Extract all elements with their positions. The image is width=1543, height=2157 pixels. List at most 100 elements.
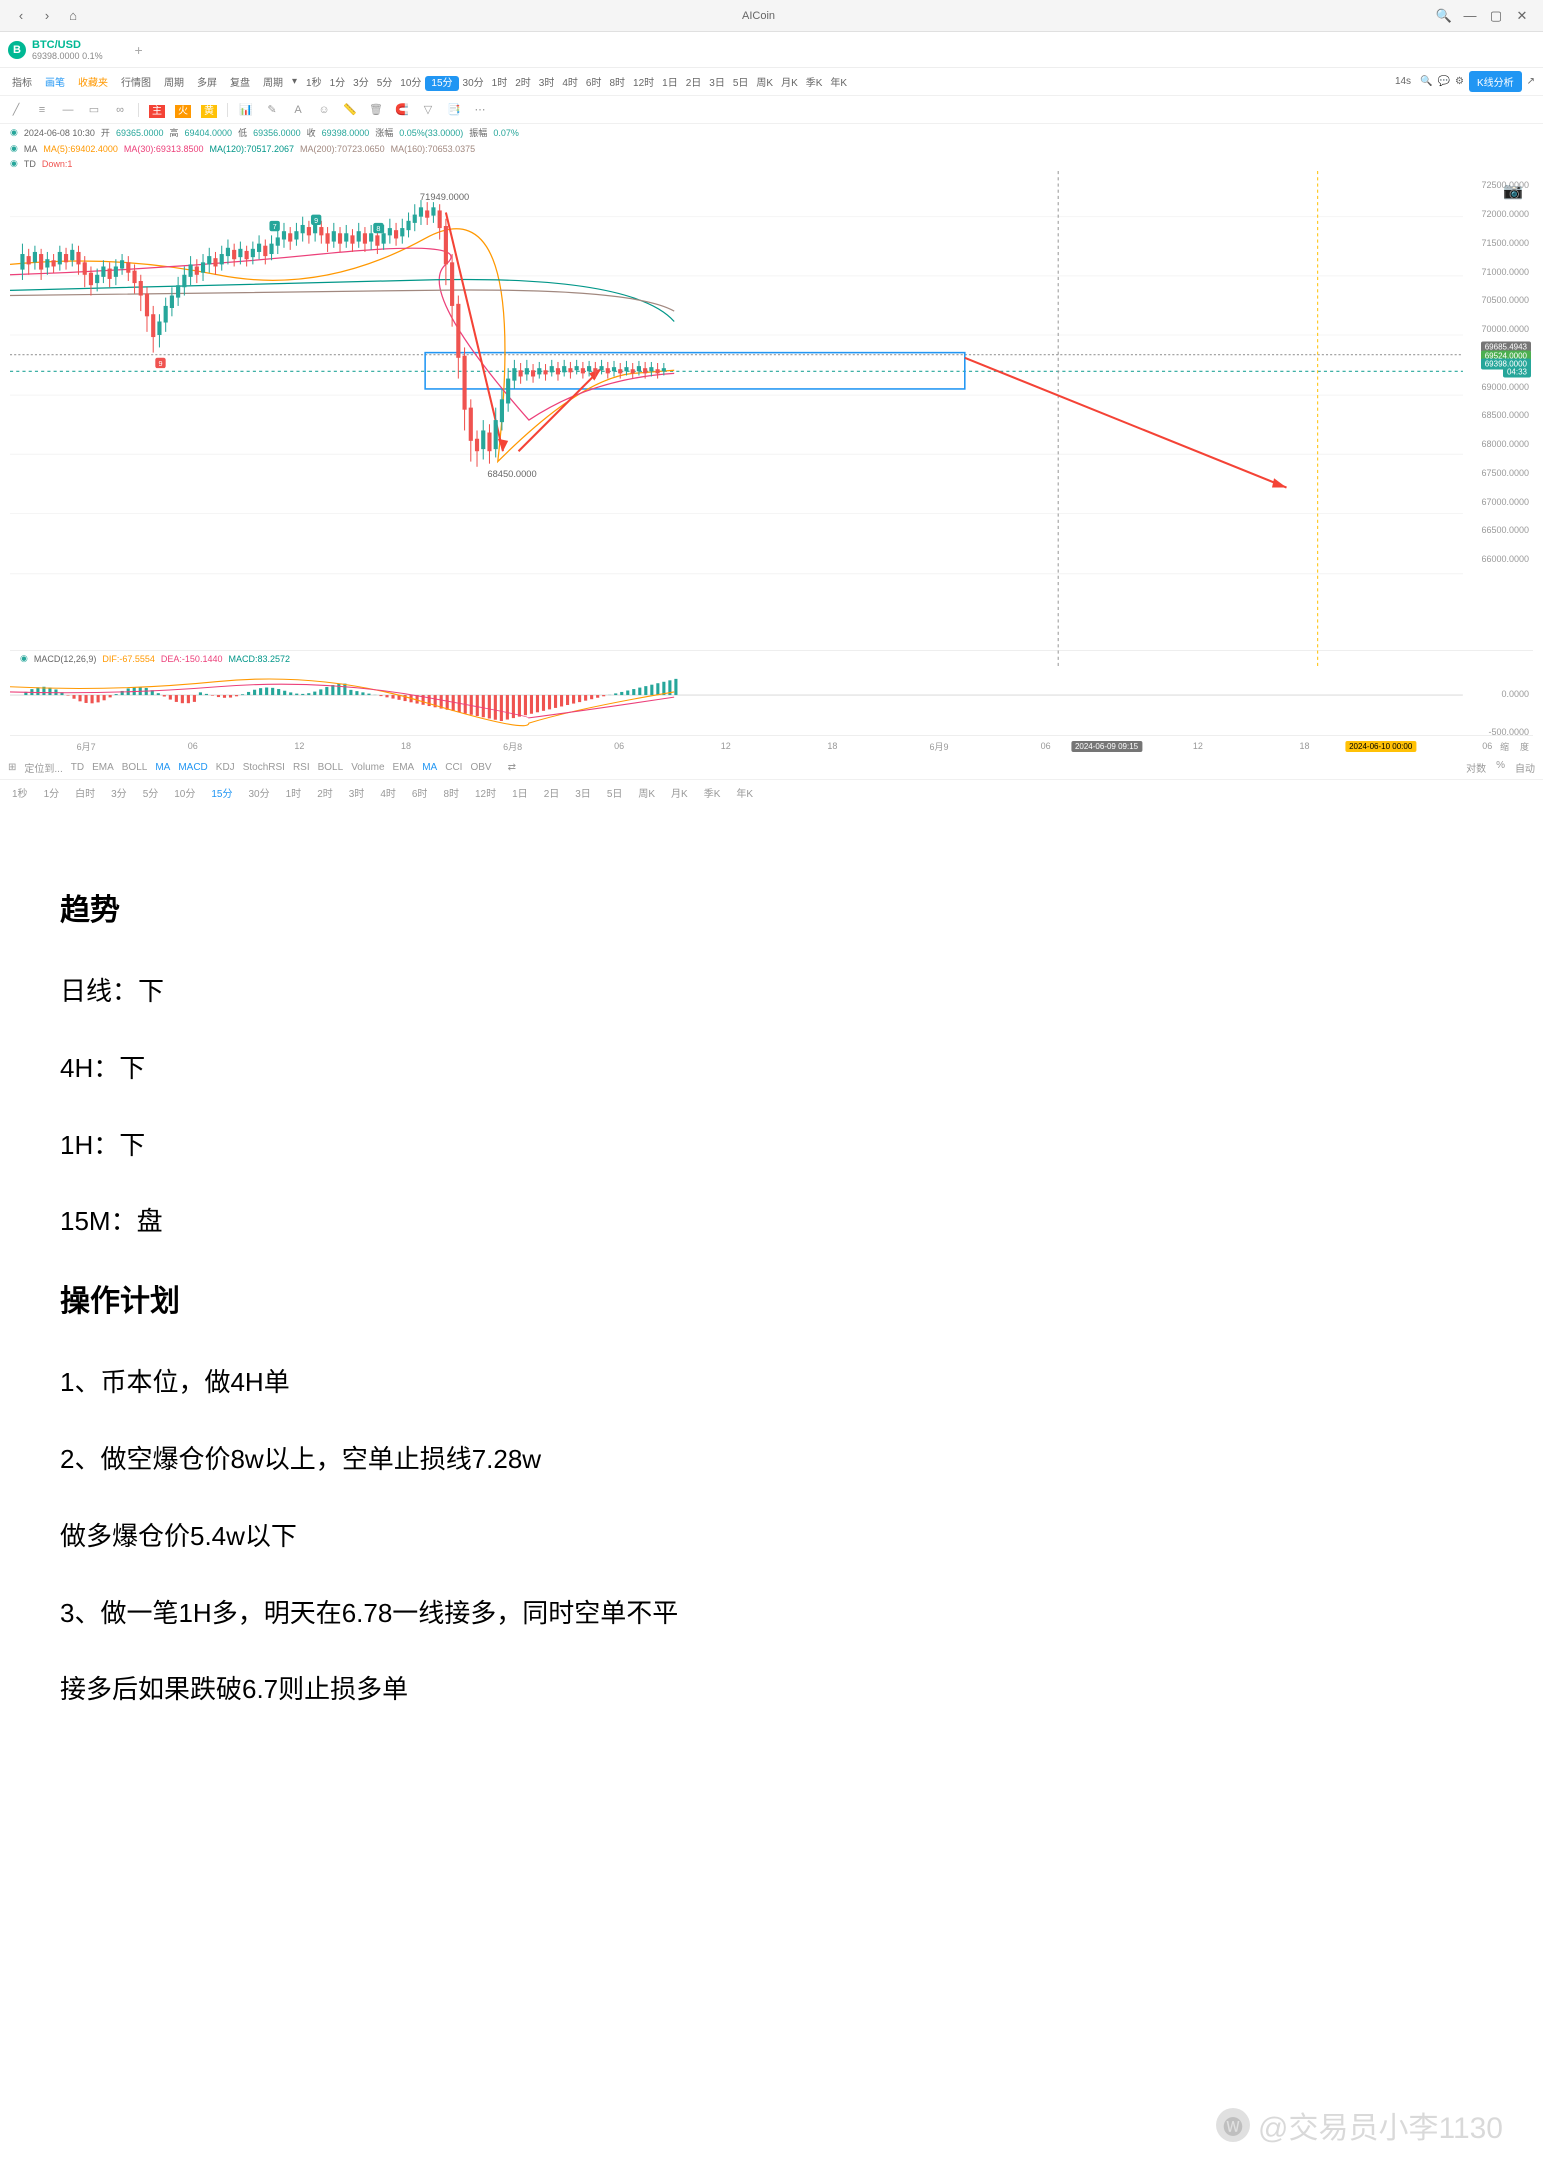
locate-button[interactable]: 定位到... [24, 760, 62, 775]
close-icon[interactable]: ✕ [1512, 6, 1532, 26]
text-tool-icon[interactable]: A [290, 102, 306, 118]
indicator-BOLL[interactable]: BOLL [122, 762, 148, 773]
timeframe-6时[interactable]: 6时 [582, 76, 606, 91]
timeframe-年K[interactable]: 年K [826, 76, 851, 91]
eye-icon[interactable]: ◉ [10, 127, 18, 138]
auto-scale[interactable]: 自动 [1515, 760, 1535, 775]
bottom-tf-1秒[interactable]: 1秒 [8, 783, 32, 802]
bottom-tf-6时[interactable]: 6时 [408, 783, 432, 802]
timeframe-周K[interactable]: 周K [752, 76, 777, 91]
bottom-tf-8时[interactable]: 8时 [439, 783, 463, 802]
home-icon[interactable]: ⌂ [63, 6, 83, 26]
timeframe-4时[interactable]: 4时 [558, 76, 582, 91]
bottom-tf-2日[interactable]: 2日 [540, 783, 564, 802]
share-icon[interactable]: ↗ [1527, 76, 1535, 87]
indicator-BOLL[interactable]: BOLL [318, 762, 344, 773]
indicator-CCI[interactable]: CCI [445, 762, 462, 773]
timeframe-3分[interactable]: 3分 [349, 76, 373, 91]
timeframe-1日[interactable]: 1日 [658, 76, 682, 91]
bottom-tf-3日[interactable]: 3日 [571, 783, 595, 802]
paint-icon[interactable]: ✎ [264, 102, 280, 118]
indicator-EMA[interactable]: EMA [393, 762, 415, 773]
bottom-tf-5日[interactable]: 5日 [603, 783, 627, 802]
timeframe-30分[interactable]: 30分 [459, 76, 488, 91]
bottom-tf-4时[interactable]: 4时 [376, 783, 400, 802]
ma-main[interactable]: 主 [149, 102, 165, 117]
bottom-tf-2时[interactable]: 2时 [313, 783, 337, 802]
add-tab-button[interactable]: + [129, 40, 149, 60]
timeframe-8时[interactable]: 8时 [605, 76, 629, 91]
layers-icon[interactable]: 📑 [446, 102, 462, 118]
bottom-tf-15分[interactable]: 15分 [207, 783, 236, 802]
ind-more-icon[interactable]: ⇄ [508, 762, 516, 773]
timeframe-2时[interactable]: 2时 [511, 76, 535, 91]
x-right-1[interactable]: 度 [1520, 740, 1529, 753]
log-scale[interactable]: 对数 [1466, 760, 1486, 775]
bottom-tf-1时[interactable]: 1时 [282, 783, 306, 802]
grid-icon[interactable]: ⊞ [8, 762, 16, 773]
indicator-EMA[interactable]: EMA [92, 762, 114, 773]
timeframe-3日[interactable]: 3日 [705, 76, 729, 91]
tb-draw[interactable]: 画笔 [41, 72, 69, 91]
indicator-OBV[interactable]: OBV [470, 762, 491, 773]
timeframe-10分[interactable]: 10分 [396, 76, 425, 91]
indicator-StochRSI[interactable]: StochRSI [243, 762, 285, 773]
tb-indicator[interactable]: 指标 [8, 72, 36, 91]
more-icon[interactable]: ⋯ [472, 102, 488, 118]
eye-icon[interactable]: ◉ [10, 143, 18, 154]
bottom-tf-1分[interactable]: 1分 [40, 783, 64, 802]
line-tool-icon[interactable]: ╱ [8, 102, 24, 118]
tb-cycle[interactable]: 周期 [160, 72, 188, 91]
bottom-tf-3分[interactable]: 3分 [107, 783, 131, 802]
tb-cycle2[interactable]: 周期 [259, 72, 287, 91]
timeframe-1时[interactable]: 1时 [488, 76, 512, 91]
bottom-tf-12时[interactable]: 12时 [471, 783, 500, 802]
timeframe-15分[interactable]: 15分 [425, 76, 458, 91]
minimize-icon[interactable]: — [1460, 6, 1480, 26]
gear-icon[interactable]: ⚙ [1455, 76, 1464, 87]
forward-icon[interactable]: › [37, 6, 57, 26]
timeframe-1分[interactable]: 1分 [326, 76, 350, 91]
symbol-badge[interactable]: B [8, 41, 26, 59]
infinity-tool-icon[interactable]: ∞ [112, 102, 128, 118]
trash-icon[interactable]: 🗑 [368, 102, 384, 118]
ma-yellow[interactable]: 黄 [201, 102, 217, 117]
emoji-tool-icon[interactable]: ☺ [316, 102, 332, 118]
tb-multi[interactable]: 多屏 [193, 72, 221, 91]
macd-chart[interactable]: 0.0000-500.0000 [10, 666, 1533, 736]
pct-scale[interactable]: % [1496, 760, 1505, 775]
search-titlebar-icon[interactable]: 🔍 [1434, 6, 1454, 26]
symbol-info[interactable]: BTC/USD 69398.0000 0.1% [32, 39, 103, 61]
bottom-tf-白时[interactable]: 白时 [71, 783, 99, 802]
ruler-tool-icon[interactable]: 📏 [342, 102, 358, 118]
bottom-tf-周K[interactable]: 周K [634, 783, 659, 802]
eye-icon[interactable]: ◉ [20, 653, 28, 664]
magnet-icon[interactable]: 🧲 [394, 102, 410, 118]
bottom-tf-月K[interactable]: 月K [667, 783, 692, 802]
timeframe-1秒[interactable]: 1秒 [302, 76, 326, 91]
tb-replay[interactable]: 复盘 [226, 72, 254, 91]
indicator-MACD[interactable]: MACD [178, 762, 207, 773]
timeframe-3时[interactable]: 3时 [535, 76, 559, 91]
timeframe-12时[interactable]: 12时 [629, 76, 658, 91]
rect-tool-icon[interactable]: ▭ [86, 102, 102, 118]
ma-fire[interactable]: 火 [175, 102, 191, 117]
maximize-icon[interactable]: ▢ [1486, 6, 1506, 26]
bottom-tf-30分[interactable]: 30分 [245, 783, 274, 802]
timeframe-5分[interactable]: 5分 [373, 76, 397, 91]
bottom-tf-5分[interactable]: 5分 [139, 783, 163, 802]
bottom-tf-10分[interactable]: 10分 [170, 783, 199, 802]
timeframe-月K[interactable]: 月K [777, 76, 802, 91]
search-icon[interactable]: 🔍 [1420, 76, 1432, 87]
main-chart[interactable]: 📷 [10, 171, 1533, 651]
timeframe-5日[interactable]: 5日 [729, 76, 753, 91]
kline-analysis-button[interactable]: K线分析 [1469, 71, 1522, 92]
bottom-tf-年K[interactable]: 年K [732, 783, 757, 802]
timeframe-季K[interactable]: 季K [802, 76, 827, 91]
bottom-tf-3时[interactable]: 3时 [345, 783, 369, 802]
back-icon[interactable]: ‹ [11, 6, 31, 26]
timeframe-2日[interactable]: 2日 [682, 76, 706, 91]
indicator-MA[interactable]: MA [422, 762, 437, 773]
candle-style-icon[interactable]: 📊 [238, 102, 254, 118]
filter-icon[interactable]: ▽ [420, 102, 436, 118]
